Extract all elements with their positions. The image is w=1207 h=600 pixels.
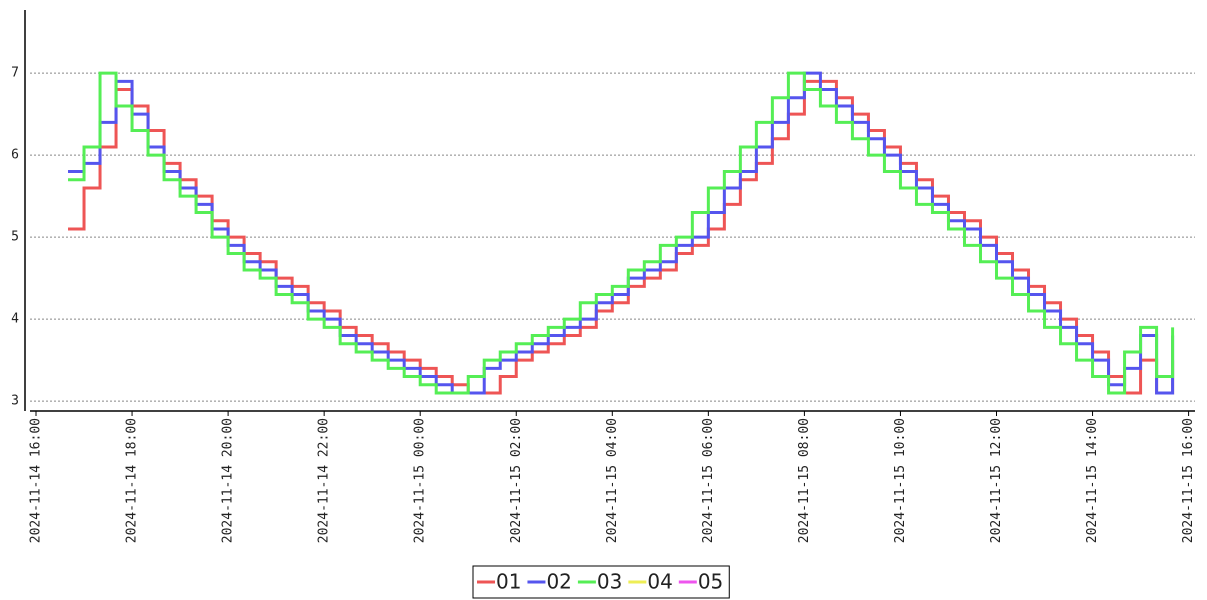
legend-text: 01 (496, 570, 521, 594)
x-tick-label: 2024-11-14 20:00 (221, 418, 236, 543)
legend-text: 04 (647, 570, 672, 594)
legend: 01 02 03 04 05 (472, 565, 730, 599)
x-tick-label: 2024-11-15 02:00 (509, 418, 524, 543)
x-tick-label: 2024-11-15 10:00 (893, 418, 908, 543)
x-tick-label: 2024-11-15 08:00 (797, 418, 812, 543)
x-tick-label: 2024-11-14 16:00 (29, 418, 44, 543)
x-tick-label: 2024-11-14 22:00 (317, 418, 332, 543)
x-tick-label: 2024-11-15 06:00 (701, 418, 716, 543)
y-tick-label: 6 (11, 148, 19, 163)
x-tick-label: 2024-11-15 00:00 (413, 418, 428, 543)
x-tick-label: 2024-11-15 14:00 (1085, 418, 1100, 543)
x-tick-label: 2024-11-14 18:00 (125, 418, 140, 543)
legend-text: 02 (546, 570, 571, 594)
series-line (68, 71, 1175, 395)
y-tick-label: 4 (11, 312, 19, 327)
y-tick-label: 3 (11, 394, 19, 409)
y-tick-label: 5 (11, 230, 19, 245)
x-tick-label: 2024-11-15 12:00 (989, 418, 1004, 543)
series-line (68, 79, 1175, 395)
legend-text: 05 (698, 570, 723, 594)
series-line (68, 71, 1175, 395)
y-tick-label: 7 (11, 66, 19, 81)
legend-text: 03 (597, 570, 622, 594)
x-tick-label: 2024-11-15 04:00 (605, 418, 620, 543)
x-tick-label: 2024-11-15 16:00 (1181, 418, 1196, 543)
